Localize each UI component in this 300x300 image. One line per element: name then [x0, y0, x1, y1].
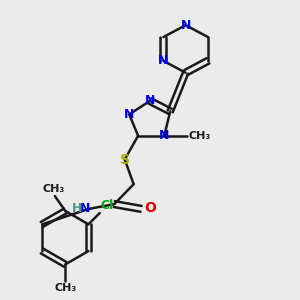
Text: N: N	[181, 19, 191, 32]
Text: CH₃: CH₃	[42, 184, 64, 194]
Text: N: N	[124, 108, 134, 121]
Text: H: H	[72, 202, 82, 215]
Text: N: N	[159, 129, 169, 142]
Text: N: N	[80, 202, 91, 215]
Text: O: O	[145, 201, 157, 215]
Text: S: S	[120, 152, 130, 167]
Text: N: N	[158, 54, 169, 67]
Text: CH₃: CH₃	[188, 131, 210, 141]
Text: N: N	[145, 94, 155, 107]
Text: Cl: Cl	[100, 199, 114, 212]
Text: CH₃: CH₃	[54, 283, 76, 293]
